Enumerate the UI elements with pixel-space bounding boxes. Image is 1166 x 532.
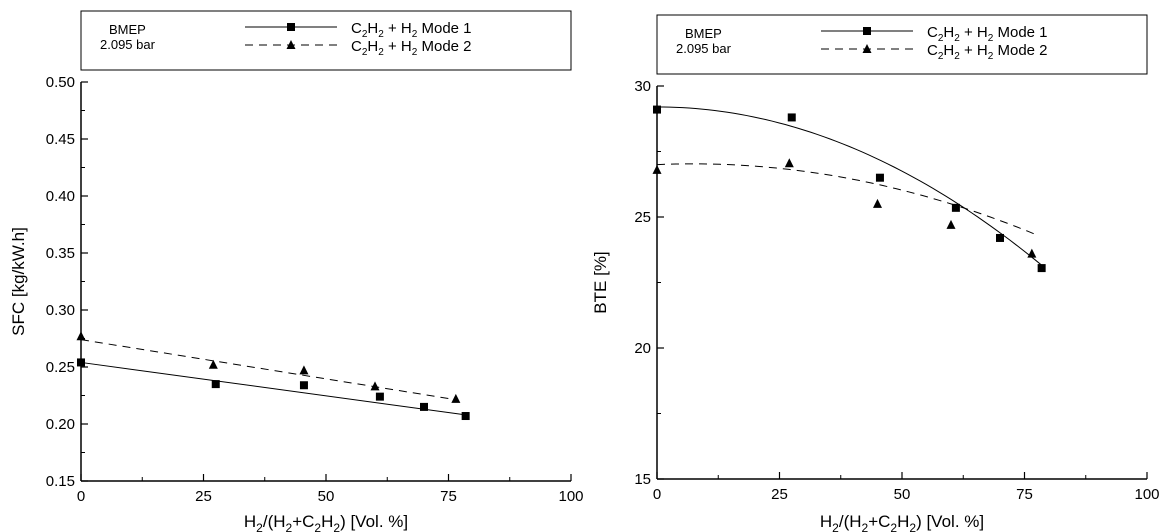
y-tick-label: 25 — [634, 209, 651, 226]
data-point — [76, 331, 86, 341]
y-tick-label: 0.25 — [46, 359, 75, 376]
series-2 — [652, 158, 1037, 258]
fit-curve-series-2 — [656, 163, 1035, 235]
data-point — [653, 105, 661, 114]
legend-marker-series-1 — [287, 23, 295, 31]
x-tick-label: 0 — [653, 486, 661, 503]
legend-label-series-1: C2​H2​ + H2​ Mode 1 — [351, 20, 472, 40]
data-point — [996, 233, 1004, 242]
legend-box — [80, 10, 572, 71]
data-point — [420, 402, 428, 411]
legend-label-series-2: C2​H2​ + H2​ Mode 2 — [927, 42, 1048, 62]
data-point — [1037, 264, 1046, 273]
fit-curve-series-2 — [80, 339, 459, 401]
y-tick-label: 30 — [634, 78, 651, 95]
y-tick-label: 0.15 — [46, 473, 75, 490]
data-point — [208, 359, 218, 369]
data-point — [951, 203, 960, 212]
data-point — [784, 158, 794, 168]
data-point — [787, 113, 796, 122]
data-point — [451, 393, 461, 403]
data-point — [299, 381, 308, 390]
series-2 — [76, 331, 461, 403]
x-tick-label: 50 — [318, 488, 335, 505]
legend-condition-label: BMEP — [685, 26, 722, 41]
x-axis-label: H2​/(H2​+C2​H2​) [Vol. %] — [244, 512, 408, 532]
y-tick-label: 0.50 — [46, 74, 75, 91]
legend-label-series-1: C2​H2​ + H2​ Mode 1 — [927, 24, 1048, 44]
data-point — [1027, 248, 1037, 258]
legend-label-series-2: C2​H2​ + H2​ Mode 2 — [351, 38, 472, 58]
y-axis-label: SFC [kg/kW.h] — [9, 227, 28, 336]
y-tick-label: 0.20 — [46, 416, 75, 433]
legend-marker-series-2 — [862, 44, 872, 53]
legend-marker-series-2 — [286, 40, 296, 49]
y-tick-label: 15 — [634, 471, 651, 488]
sfc-chart-panel: 0 25 50 75 100 0.15 0.20 0.25 0.30 0.35 0.40 0.45 0.… — [9, 10, 584, 532]
fit-curve-series-1 — [656, 106, 1042, 266]
data-point — [77, 358, 85, 367]
legend-condition-value: 2.095 bar — [100, 37, 156, 52]
x-tick-label: 75 — [440, 488, 457, 505]
y-tick-label: 20 — [634, 340, 651, 357]
legend-box — [656, 14, 1148, 75]
legend-condition-value: 2.095 bar — [676, 41, 732, 56]
data-point — [370, 381, 380, 391]
x-axis-label: H2​/(H2​+C2​H2​) [Vol. %] — [820, 512, 984, 532]
x-tick-label: 100 — [558, 488, 583, 505]
data-point — [946, 219, 956, 229]
y-tick-label: 0.30 — [46, 302, 75, 319]
data-point — [652, 164, 662, 174]
data-point — [211, 380, 220, 389]
data-point — [461, 412, 470, 421]
data-point — [873, 198, 882, 208]
y-tick-label: 0.40 — [46, 188, 75, 205]
data-point — [375, 392, 384, 401]
bte-chart-panel: 0 25 50 75 100 15 20 25 30 H2​/(H2​+C2​H2​) [Vol.… — [591, 14, 1160, 532]
x-tick-label: 75 — [1016, 486, 1033, 503]
y-axis-label: BTE [%] — [591, 251, 610, 313]
data-point — [875, 173, 884, 182]
legend-condition-label: BMEP — [109, 22, 146, 37]
series-1 — [653, 105, 1046, 273]
x-tick-label: 0 — [77, 488, 85, 505]
y-tick-label: 0.35 — [46, 245, 75, 262]
x-tick-label: 25 — [771, 486, 788, 503]
x-tick-label: 25 — [195, 488, 212, 505]
legend-marker-series-1 — [863, 27, 871, 35]
x-tick-label: 100 — [1134, 486, 1159, 503]
data-point — [299, 365, 309, 375]
x-tick-label: 50 — [894, 486, 911, 503]
fit-curve-series-1 — [80, 361, 466, 416]
y-tick-label: 0.45 — [46, 131, 75, 148]
series-1 — [77, 358, 470, 421]
